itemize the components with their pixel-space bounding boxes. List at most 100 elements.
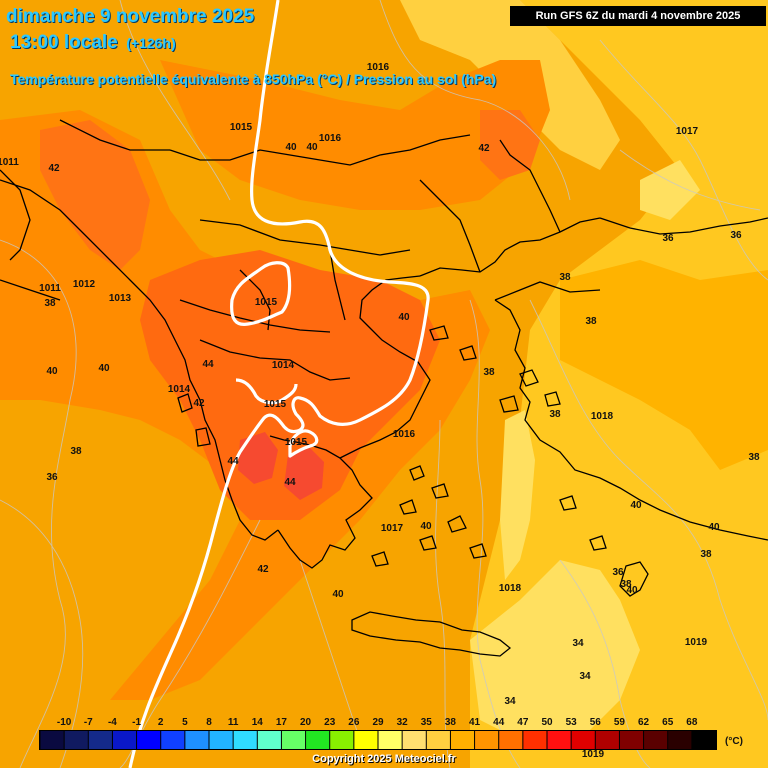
legend-tick-label: 41 [469, 717, 481, 728]
legend-tick-label: 29 [372, 717, 384, 728]
theta-label: 40 [332, 589, 344, 600]
legend-tick-label: 50 [541, 717, 553, 728]
isobar-1015-thick [128, 0, 430, 768]
legend-tick-label: 56 [590, 717, 602, 728]
pressure-labels: 1016 1015 1016 1017 1011 1011 1012 1013 1015 1014… [0, 62, 708, 760]
legend-tick-label: 32 [397, 717, 409, 728]
legend-tick-label: -4 [108, 717, 117, 728]
legend-swatch [547, 731, 571, 749]
theta-label: 36 [662, 233, 674, 244]
theta-label: 38 [620, 579, 632, 590]
legend-swatch [137, 731, 161, 749]
legend-tick-label: 62 [638, 717, 650, 728]
pressure-label: 1018 [591, 411, 614, 422]
pressure-label: 1013 [109, 293, 132, 304]
map-field-description: Température potentielle équivalente à 85… [10, 71, 497, 87]
color-legend: -10 -7 -4 -1 2 5 8 11 14 17 20 23 26 29 32 35 38 41 44 47 50… [39, 717, 743, 750]
theta-zone-ne-pale [640, 160, 700, 220]
theta-label: 38 [44, 298, 56, 309]
theta-label: 44 [202, 359, 214, 370]
theta-label: 38 [483, 367, 495, 378]
theta-label: 34 [504, 696, 516, 707]
legend-swatch [281, 731, 306, 749]
theta-label: 40 [420, 521, 432, 532]
legend-swatch [450, 731, 475, 749]
legend-swatch [523, 731, 547, 749]
legend-swatch [595, 731, 619, 749]
legend-swatch [668, 731, 692, 749]
legend-swatch [692, 731, 716, 749]
theta-label: 42 [48, 163, 60, 174]
pressure-label: 1019 [582, 749, 605, 760]
theta-label: 44 [227, 456, 239, 467]
legend-swatch [354, 731, 378, 749]
legend-tick-label: 65 [662, 717, 674, 728]
theta-label: 34 [579, 671, 591, 682]
legend-tick-label: 20 [300, 717, 312, 728]
legend-swatch [571, 731, 595, 749]
theta-zone-44-ne [480, 110, 540, 180]
theta-zone-41-north [160, 60, 550, 210]
legend-tick-label: -10 [57, 717, 72, 728]
legend-swatch [306, 731, 330, 749]
theta-label: 40 [630, 500, 642, 511]
legend-swatch [475, 731, 499, 749]
theta-label: 42 [257, 564, 269, 575]
theta-label: 38 [748, 452, 760, 463]
legend-swatch [112, 731, 137, 749]
theta-label: 36 [46, 472, 58, 483]
theta-label: 36 [730, 230, 742, 241]
theta-zone-44-north [40, 120, 150, 270]
theta-label: 40 [626, 585, 638, 596]
coastlines-borders [0, 119, 768, 657]
legend-tick-label: 38 [445, 717, 457, 728]
pressure-label: 1017 [676, 126, 699, 137]
pressure-label: 1019 [685, 637, 708, 648]
pressure-label: 1011 [39, 283, 61, 294]
pressure-label: 1015 [285, 437, 308, 448]
legend-tick-label: 68 [686, 717, 698, 728]
legend-tick-label: 8 [206, 717, 212, 728]
legend-swatch [161, 731, 185, 749]
legend-tick-label: 11 [228, 717, 239, 728]
pressure-label: 1016 [319, 133, 342, 144]
theta-zone-38-east [560, 260, 768, 470]
legend-swatch [88, 731, 112, 749]
legend-tick-label: 5 [182, 717, 188, 728]
copyright-label: Copyright 2025 Meteociel.fr [312, 753, 456, 765]
legend-swatch [185, 731, 209, 749]
forecast-date-title: dimanche 9 novembre 2025 [6, 6, 255, 27]
theta-label: 38 [70, 446, 82, 457]
pressure-label: 1014 [272, 360, 295, 371]
pressure-label: 1017 [381, 523, 404, 534]
theta-label: 44 [284, 477, 296, 488]
legend-swatch [644, 731, 668, 749]
theta-label: 42 [193, 398, 205, 409]
pressure-label: 1018 [499, 583, 522, 594]
legend-swatch [402, 731, 426, 749]
theta-label: 40 [306, 142, 318, 153]
theta-zone-44-core [140, 250, 440, 520]
theta-label: 40 [98, 363, 110, 374]
pressure-label: 1011 [0, 157, 19, 168]
legend-swatch [426, 731, 450, 749]
legend-tick-label: 2 [158, 717, 164, 728]
theta-label: 36 [612, 567, 624, 578]
legend-tick-label: 14 [252, 717, 264, 728]
pressure-label: 1014 [168, 384, 191, 395]
theta-zone-41-band-west [0, 190, 90, 340]
theta-label: 38 [559, 272, 571, 283]
theta-label: 38 [549, 409, 561, 420]
pressure-label: 1015 [264, 399, 287, 410]
legend-swatch [257, 731, 281, 749]
legend-unit: (°C) [725, 736, 743, 747]
legend-tick-label: 59 [614, 717, 626, 728]
theta-label: 38 [585, 316, 597, 327]
legend-tick-label: -1 [132, 717, 141, 728]
pressure-label: 1016 [393, 429, 416, 440]
legend-swatch [233, 731, 257, 749]
legend-swatch [64, 731, 88, 749]
legend-tick-label: 17 [276, 717, 288, 728]
